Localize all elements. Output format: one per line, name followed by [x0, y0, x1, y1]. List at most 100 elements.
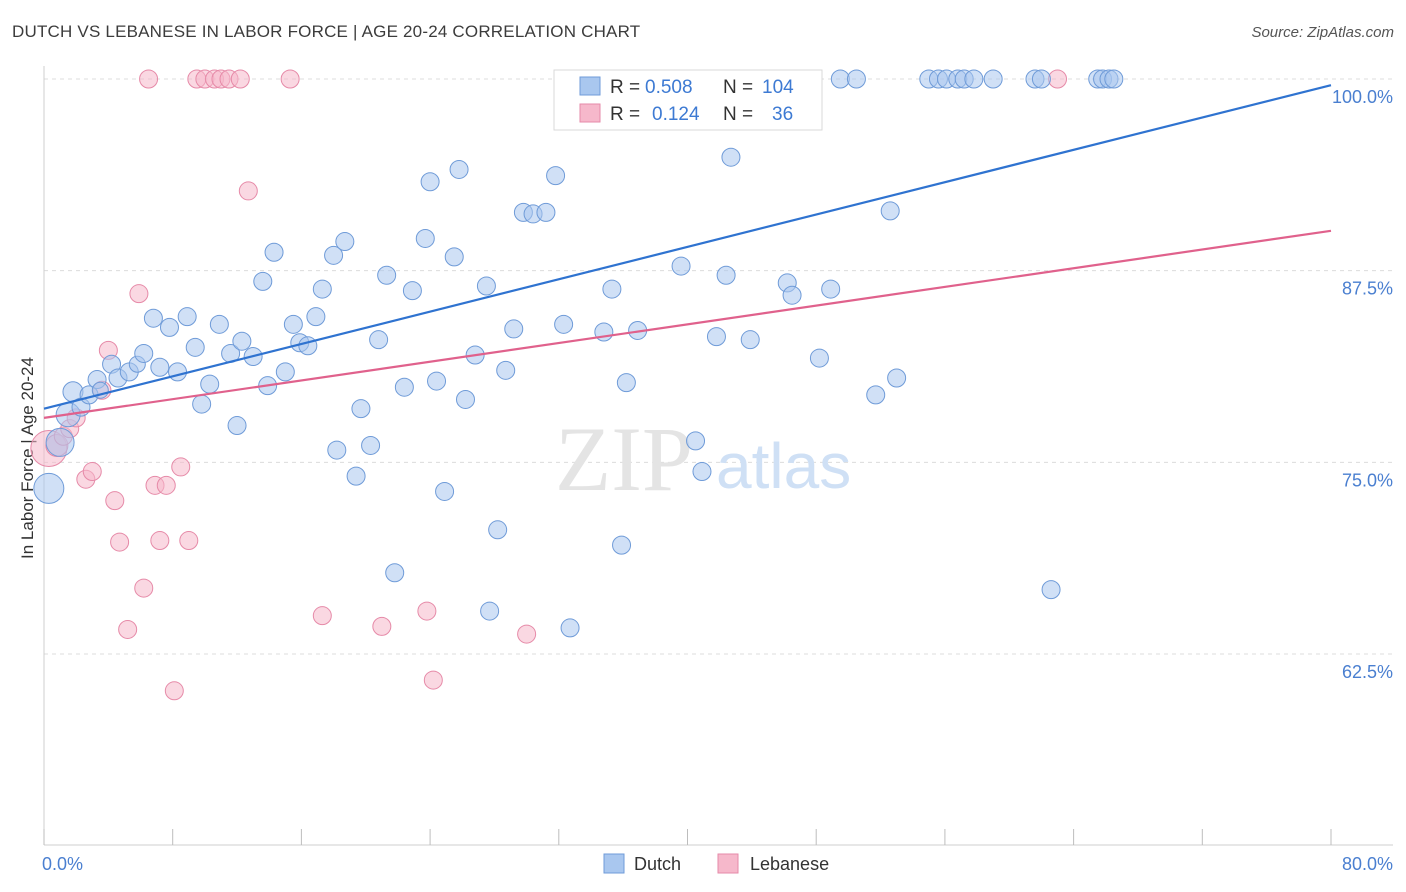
lebanese-point: [105, 491, 125, 511]
y-tick-label: 62.5%: [1342, 662, 1393, 682]
dutch-point: [536, 202, 556, 222]
dutch-point: [1031, 69, 1051, 89]
dutch-points: [33, 69, 1124, 638]
lebanese-trend-line: [43, 229, 1332, 419]
dutch-point: [402, 281, 422, 301]
gridlines: [44, 78, 1393, 655]
dutch-point: [385, 563, 405, 583]
y-tick-label: 75.0%: [1342, 470, 1393, 490]
lebanese-point: [280, 69, 300, 89]
lebanese-point: [110, 532, 130, 552]
dutch-r-label: R =: [610, 77, 640, 98]
lebanese-point: [82, 462, 102, 482]
lebanese-point: [134, 578, 154, 598]
watermark-atlas: atlas: [716, 430, 851, 502]
dutch-point: [45, 427, 75, 457]
dutch-point: [394, 377, 414, 397]
source-label: Source: ZipAtlas.com: [1251, 24, 1394, 41]
dutch-n-value: 104: [762, 77, 794, 98]
lebanese-point: [1048, 69, 1068, 89]
dutch-point: [692, 462, 712, 482]
dutch-point: [830, 69, 850, 89]
dutch-point: [209, 314, 229, 334]
dutch-point: [476, 276, 496, 296]
dutch-stats-swatch: [579, 76, 601, 96]
dutch-point: [612, 535, 632, 555]
dutch-point: [740, 330, 760, 350]
dutch-n-label: N =: [723, 77, 753, 98]
dutch-point: [33, 472, 65, 504]
dutch-point: [306, 307, 326, 327]
dutch-point: [420, 172, 440, 192]
dutch-point: [177, 307, 197, 327]
lebanese-point: [150, 531, 170, 551]
tick-labels: 100.0% 87.5% 75.0% 62.5% 0.0% 80.0%: [42, 87, 1393, 874]
dutch-point: [134, 343, 154, 363]
dutch-point: [671, 256, 691, 276]
dutch-point: [616, 373, 636, 393]
dutch-trend-line: [43, 84, 1332, 410]
lebanese-stats-swatch: [579, 103, 601, 123]
dutch-point: [435, 481, 455, 501]
dutch-point: [846, 69, 866, 89]
dutch-point: [554, 314, 574, 334]
lebanese-point: [423, 670, 443, 690]
dutch-point: [602, 279, 622, 299]
dutch-point: [312, 279, 332, 299]
dutch-point: [1104, 69, 1124, 89]
dutch-point: [716, 265, 736, 285]
lebanese-point: [238, 181, 258, 201]
dutch-point: [275, 362, 295, 382]
x-tick-label: 0.0%: [42, 854, 83, 874]
dutch-point: [706, 327, 726, 347]
dutch-point: [253, 271, 273, 291]
lebanese-n-value: 36: [772, 104, 793, 125]
lebanese-point: [156, 475, 176, 495]
lebanese-point: [372, 616, 392, 636]
x-tick-label: 80.0%: [1342, 854, 1393, 874]
stats-legend: R = 0.508 N = 104 R = 0.124 N = 36: [553, 69, 823, 131]
dutch-point: [185, 337, 205, 357]
dutch-point: [192, 394, 212, 414]
dutch-point: [361, 435, 381, 455]
dutch-point: [686, 431, 706, 451]
lebanese-r-value: 0.124: [652, 104, 700, 125]
dutch-point: [335, 232, 355, 252]
y-tick-label: 100.0%: [1332, 87, 1393, 107]
dutch-point: [415, 228, 435, 248]
legend-dutch-label: Dutch: [634, 854, 681, 874]
dutch-r-value: 0.508: [645, 77, 693, 98]
y-tick-label: 87.5%: [1342, 279, 1393, 299]
lebanese-point: [230, 69, 250, 89]
dutch-point: [377, 265, 397, 285]
dutch-point: [964, 69, 984, 89]
dutch-point: [488, 520, 508, 540]
lebanese-point: [312, 606, 332, 626]
dutch-point: [1041, 580, 1061, 600]
lebanese-r-label: R =: [610, 104, 640, 125]
dutch-point: [887, 368, 907, 388]
dutch-point: [480, 601, 500, 621]
lebanese-point: [118, 619, 138, 639]
legend-dutch-swatch: [603, 853, 625, 874]
dutch-point: [455, 389, 475, 409]
dutch-point: [427, 371, 447, 391]
dutch-point: [880, 201, 900, 221]
series-legend: Dutch Lebanese: [603, 853, 829, 874]
dutch-point: [283, 314, 303, 334]
dutch-point: [866, 385, 886, 405]
dutch-point: [546, 166, 566, 186]
dutch-point: [298, 336, 318, 356]
dutch-point: [232, 331, 252, 351]
lebanese-point: [139, 69, 159, 89]
dutch-point: [496, 360, 516, 380]
dutch-point: [264, 242, 284, 262]
chart-title: DUTCH VS LEBANESE IN LABOR FORCE | AGE 2…: [12, 22, 641, 41]
dutch-point: [150, 357, 170, 377]
dutch-point: [327, 440, 347, 460]
lebanese-point: [417, 601, 437, 621]
dutch-point: [721, 147, 741, 167]
watermark-zip: ZIP: [555, 408, 693, 510]
legend-lebanese-label: Lebanese: [750, 854, 829, 874]
